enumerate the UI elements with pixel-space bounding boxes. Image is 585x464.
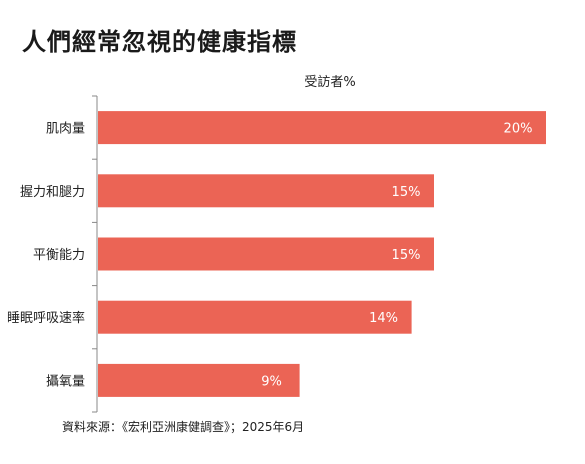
value-label: 9%	[261, 374, 282, 389]
source-note: 資料來源：《宏利亞洲康健調查》；2025年6月	[62, 420, 305, 434]
chart-title: 人們經常忽視的健康指標	[22, 28, 297, 56]
value-label: 15%	[392, 185, 421, 200]
category-label: 攝氧量	[46, 373, 85, 389]
bar	[98, 363, 300, 397]
category-label: 握力和腿力	[20, 185, 85, 200]
bar	[98, 174, 434, 208]
bars-layer	[98, 111, 546, 397]
bar	[98, 237, 434, 271]
bar	[98, 111, 546, 145]
category-label: 肌肉量	[46, 122, 85, 137]
axis-layer	[92, 95, 98, 413]
labels-layer: 肌肉量 20% 握力和腿力 15% 平衡能力 15% 睡眠呼吸速率 14% 攝氧量 9%	[7, 122, 532, 390]
value-label: 20%	[504, 122, 533, 137]
category-label: 睡眠呼吸速率	[7, 310, 85, 326]
series-label: 受訪者%	[304, 74, 355, 90]
value-label: 14%	[369, 311, 398, 326]
value-label: 15%	[392, 248, 421, 263]
bar	[98, 300, 412, 334]
category-label: 平衡能力	[33, 248, 85, 263]
